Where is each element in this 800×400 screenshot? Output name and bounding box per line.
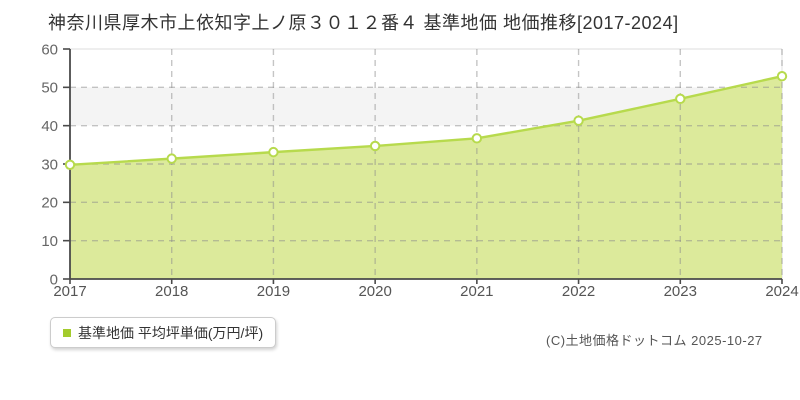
data-point-marker xyxy=(675,93,686,105)
x-tick-label: 2020 xyxy=(358,283,391,300)
data-point-marker xyxy=(166,153,177,164)
y-tick-label: 20 xyxy=(41,195,58,212)
x-tick-label: 2022 xyxy=(562,283,595,300)
data-point-marker xyxy=(64,159,76,170)
page-title: 神奈川県厚木市上依知字上ノ原３０１２番４ 基準地価 地価推移[2017-2024… xyxy=(48,13,679,33)
data-point-marker xyxy=(573,115,584,126)
y-tick-label: 30 xyxy=(41,156,58,173)
legend-marker-icon xyxy=(63,328,71,337)
x-tick-label: 2023 xyxy=(664,283,697,300)
data-point-marker xyxy=(369,140,381,152)
data-point-marker xyxy=(776,71,788,82)
data-point-marker xyxy=(268,146,279,158)
y-tick-label: 50 xyxy=(41,80,58,97)
x-tick-label: 2019 xyxy=(257,283,290,300)
y-tick-label: 0 xyxy=(50,271,58,288)
x-tick-label: 2017 xyxy=(53,283,86,300)
price-trend-chart: 0 10 20 30 40 50 60 2017 2018 2019 2020 2021 2022 202… xyxy=(41,41,798,300)
legend: 基準地価 平均坪単価(万円/坪) xyxy=(50,317,277,348)
legend-label: 基準地価 平均坪単価(万円/坪) xyxy=(78,324,264,341)
area-fill xyxy=(70,76,782,279)
y-tick-label: 60 xyxy=(41,41,58,58)
copyright-text: (C)土地価格ドットコム 2025-10-27 xyxy=(546,333,763,348)
price-line xyxy=(68,75,784,166)
y-tick-label: 10 xyxy=(41,233,58,250)
x-tick-label: 2024 xyxy=(765,283,798,300)
x-tick-label: 2018 xyxy=(155,283,188,300)
data-point-marker xyxy=(471,133,483,144)
x-tick-label: 2021 xyxy=(460,283,493,300)
y-tick-label: 40 xyxy=(41,118,58,135)
